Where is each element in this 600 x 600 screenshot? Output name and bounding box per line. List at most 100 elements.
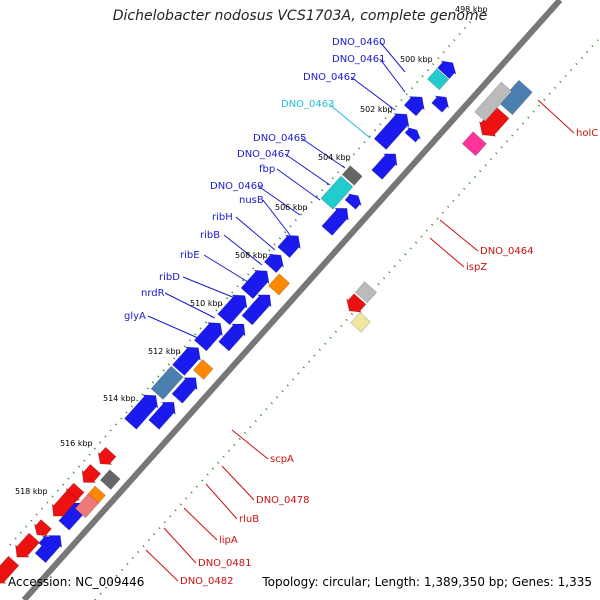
tick-label: 502 kbp (360, 105, 393, 114)
reverse-gene (350, 311, 371, 333)
forward-strand-genes (38, 60, 457, 553)
gene-label: nrdR (141, 288, 165, 299)
forward-gene (192, 359, 214, 380)
forward-gene (403, 96, 425, 117)
forward-gene (320, 175, 354, 210)
gene-label: holC (576, 128, 598, 139)
label-leader (164, 292, 216, 319)
genome-backbone (21, 0, 568, 600)
tick-guide-lines (9, 19, 599, 600)
forward-gene (193, 322, 223, 352)
label-leader (429, 237, 465, 268)
label-leader (328, 103, 371, 139)
label-leader (231, 429, 269, 460)
gene-label: DNO_0467 (237, 149, 291, 160)
accession-label: Accession: NC_009446 (8, 575, 145, 589)
tick-label: 514 kbp (103, 394, 136, 403)
label-leader (300, 137, 346, 169)
label-leader (262, 199, 291, 236)
gene-labels: DNO_0460 DNO_0461 DNO_0462 DNO_0463 DNO_0465… (124, 37, 598, 587)
tick-label: 510 kbp (190, 299, 223, 308)
kbp-tick-labels: 498 kbp 500 kbp 502 kbp 504 kbp 506 kbp 508 k… (15, 5, 488, 496)
label-leader (182, 276, 236, 299)
reverse-strand-genes (0, 79, 533, 584)
reverse-gene (34, 535, 63, 564)
gene-label: ribB (200, 230, 220, 241)
label-leader (379, 58, 406, 93)
gene-label: glyA (124, 311, 146, 322)
gene-label: DNO_0482 (180, 576, 234, 587)
gene-label: DNO_0478 (256, 495, 310, 506)
label-leader (203, 254, 249, 283)
reverse-gene (474, 81, 513, 122)
forward-gene (240, 269, 270, 300)
label-leader (205, 483, 238, 520)
reverse-gene (74, 493, 100, 519)
label-leader (439, 219, 479, 252)
label-leader (350, 76, 396, 111)
forward-gene (148, 401, 176, 430)
label-leader-lines (145, 41, 575, 582)
gene-label: ispZ (466, 262, 487, 273)
gene-label: rluB (239, 514, 259, 525)
reverse-gene (81, 463, 102, 483)
genome-summary: Topology: circular; Length: 1,389,350 bp… (262, 575, 592, 589)
forward-gene (150, 365, 184, 400)
forward-gene (321, 207, 349, 236)
label-leader (223, 234, 263, 266)
forward-gene (373, 113, 410, 150)
reverse-gene (461, 131, 487, 157)
label-leader (235, 216, 276, 251)
gene-label: DNO_0462 (303, 72, 357, 83)
label-leader (379, 41, 406, 73)
gene-label: ribH (212, 212, 233, 223)
reverse-gene (33, 519, 52, 537)
label-leader (257, 185, 301, 216)
forward-gene (371, 153, 398, 180)
reverse-gene (498, 79, 533, 116)
forward-gene (218, 323, 246, 352)
forward-gene (241, 294, 272, 326)
gene-label: ribD (159, 272, 180, 283)
tick-label: 504 kbp (318, 153, 351, 162)
reverse-gene (15, 532, 40, 558)
gene-label: ribE (180, 250, 200, 261)
gene-label: scpA (270, 454, 294, 465)
label-leader (284, 153, 331, 186)
forward-gene (217, 294, 248, 326)
forward-gene (404, 127, 421, 143)
forward-gene (431, 95, 450, 113)
forward-gene (124, 394, 159, 430)
tick-label: 500 kbp (400, 55, 433, 64)
tick-label: 518 kbp (15, 487, 48, 496)
reverse-gene (354, 281, 378, 304)
reverse-gene (0, 555, 20, 584)
map-title: Dichelobacter nodosus VCS1703A, complete… (112, 8, 488, 24)
gene-label: fbp (259, 164, 275, 175)
label-leader (147, 315, 199, 339)
forward-gene (268, 273, 291, 296)
reverse-gene (99, 469, 121, 490)
tick-label: 508 kbp (235, 251, 268, 260)
gene-label: nusB (239, 195, 264, 206)
label-leader (163, 527, 197, 564)
forward-gene (171, 346, 201, 376)
label-leader (276, 168, 321, 201)
tick-label: 516 kbp (60, 439, 93, 448)
label-leader (221, 465, 255, 501)
forward-gene (344, 193, 362, 210)
forward-gene (277, 234, 301, 259)
gene-label: lipA (219, 535, 238, 546)
label-leader (145, 549, 179, 582)
tick-label: 512 kbp (148, 347, 181, 356)
gene-label: DNO_0461 (332, 54, 386, 65)
reverse-gene (479, 105, 510, 137)
forward-gene (437, 60, 457, 80)
gene-label: DNO_0481 (198, 558, 252, 569)
forward-gene (171, 377, 198, 404)
reverse-gene (51, 490, 78, 517)
forward-gene (263, 253, 285, 274)
forward-gene (427, 68, 450, 91)
